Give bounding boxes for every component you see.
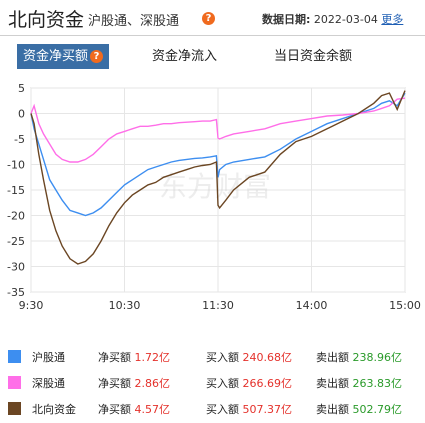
legend-sell: 卖出额 263.83亿 (316, 375, 402, 391)
date-label: 数据日期: (262, 13, 311, 26)
legend-sell-label: 卖出额 (316, 377, 349, 390)
legend-row: 沪股通 净买额 1.72亿 买入额 240.68亿 卖出额 238.96亿 (0, 347, 425, 367)
legend-net-label: 净买额 (98, 351, 131, 364)
legend-swatch (8, 402, 21, 415)
legend-buy: 买入额 507.37亿 (206, 401, 292, 417)
legend-buy: 买入额 240.68亿 (206, 349, 292, 365)
header-divider (0, 35, 425, 36)
legend-buy-value: 240.68亿 (242, 351, 293, 364)
x-tick-label: 9:30 (19, 299, 44, 312)
legend-swatch (8, 376, 21, 389)
help-icon[interactable]: ? (90, 50, 104, 63)
legend-buy-value: 266.69亿 (242, 377, 293, 390)
date-value: 2022-03-04 (313, 13, 378, 26)
legend-net: 净买额 4.57亿 (98, 401, 170, 417)
tab-net-inflow[interactable]: 资金净流入 (152, 44, 217, 69)
legend-sell-value: 263.83亿 (352, 377, 403, 390)
tab-net-buy[interactable]: 资金净买额? (17, 44, 110, 69)
legend-net: 净买额 2.86亿 (98, 375, 170, 391)
y-tick-label: 5 (18, 82, 25, 95)
page-title: 北向资金 (8, 9, 85, 31)
x-tick-label: 10:30 (109, 299, 141, 312)
legend-sell-label: 卖出额 (316, 403, 349, 416)
legend-buy-label: 买入额 (206, 403, 239, 416)
help-icon[interactable]: ? (202, 12, 215, 25)
legend-name: 北向资金 (32, 403, 76, 416)
x-tick-label: 14:00 (296, 299, 328, 312)
legend-sell: 卖出额 502.79亿 (316, 401, 402, 417)
x-tick-label: 15:00 (389, 299, 421, 312)
legend-net-label: 净买额 (98, 377, 131, 390)
legend-net-label: 净买额 (98, 403, 131, 416)
legend-sell: 卖出额 238.96亿 (316, 349, 402, 365)
date-info: 数据日期: 2022-03-04 更多 (262, 11, 403, 27)
legend-net-value: 4.57亿 (134, 403, 171, 416)
y-tick-label: -5 (14, 133, 25, 146)
y-tick-label: -30 (7, 261, 25, 274)
legend-buy-label: 买入额 (206, 377, 239, 390)
legend-row: 深股通 净买额 2.86亿 买入额 266.69亿 卖出额 263.83亿 (0, 373, 425, 393)
legend-swatch (8, 350, 21, 363)
tab-daily-balance-label: 当日资金余额 (274, 49, 353, 64)
legend-row: 北向资金 净买额 4.57亿 买入额 507.37亿 卖出额 502.79亿 (0, 399, 425, 419)
tab-bar: 资金净买额? 资金净流入 当日资金余额 (0, 44, 425, 70)
series-line-北向资金 (30, 90, 406, 265)
series-line-沪股通 (30, 92, 406, 217)
page-subtitle: 沪股通、深股通 (88, 14, 180, 29)
tab-net-buy-label: 资金净买额 (23, 49, 89, 64)
y-tick-label: -15 (7, 184, 25, 197)
legend-net: 净买额 1.72亿 (98, 349, 170, 365)
x-axis: 9:30 10:30 11:30 14:00 15:00 (19, 299, 421, 312)
y-tick-label: 0 (18, 108, 25, 121)
header: 北向资金 沪股通、深股通 ? 数据日期: 2022-03-04 更多 (0, 0, 425, 36)
legend-net-value: 1.72亿 (134, 351, 171, 364)
tab-daily-balance[interactable]: 当日资金余额 (274, 44, 352, 69)
x-tick-label: 11:30 (202, 299, 234, 312)
legend-buy-value: 507.37亿 (242, 403, 293, 416)
y-tick-label: -10 (7, 159, 25, 172)
legend-name: 沪股通 (32, 351, 65, 364)
series-line-深股通 (30, 97, 406, 163)
y-tick-label: -20 (7, 210, 25, 223)
legend-buy-label: 买入额 (206, 351, 239, 364)
watermark: 东方财富 (159, 170, 271, 203)
legend-sell-label: 卖出额 (316, 351, 349, 364)
net-buy-chart: 东方财富 5 0 -5 -10 -15 -20 -25 -30 -35 9:30 10:30 11:… (7, 82, 421, 312)
y-axis: 5 0 -5 -10 -15 -20 -25 -30 -35 (7, 82, 25, 299)
legend-sell-value: 238.96亿 (352, 351, 403, 364)
legend-name: 深股通 (32, 377, 65, 390)
legend-net-value: 2.86亿 (134, 377, 171, 390)
chart-series (30, 90, 406, 265)
y-tick-label: -35 (7, 286, 25, 299)
y-tick-label: -25 (7, 235, 25, 248)
more-link[interactable]: 更多 (381, 13, 404, 26)
legend-buy: 买入额 266.69亿 (206, 375, 292, 391)
legend-sell-value: 502.79亿 (352, 403, 403, 416)
tab-net-inflow-label: 资金净流入 (152, 49, 218, 64)
